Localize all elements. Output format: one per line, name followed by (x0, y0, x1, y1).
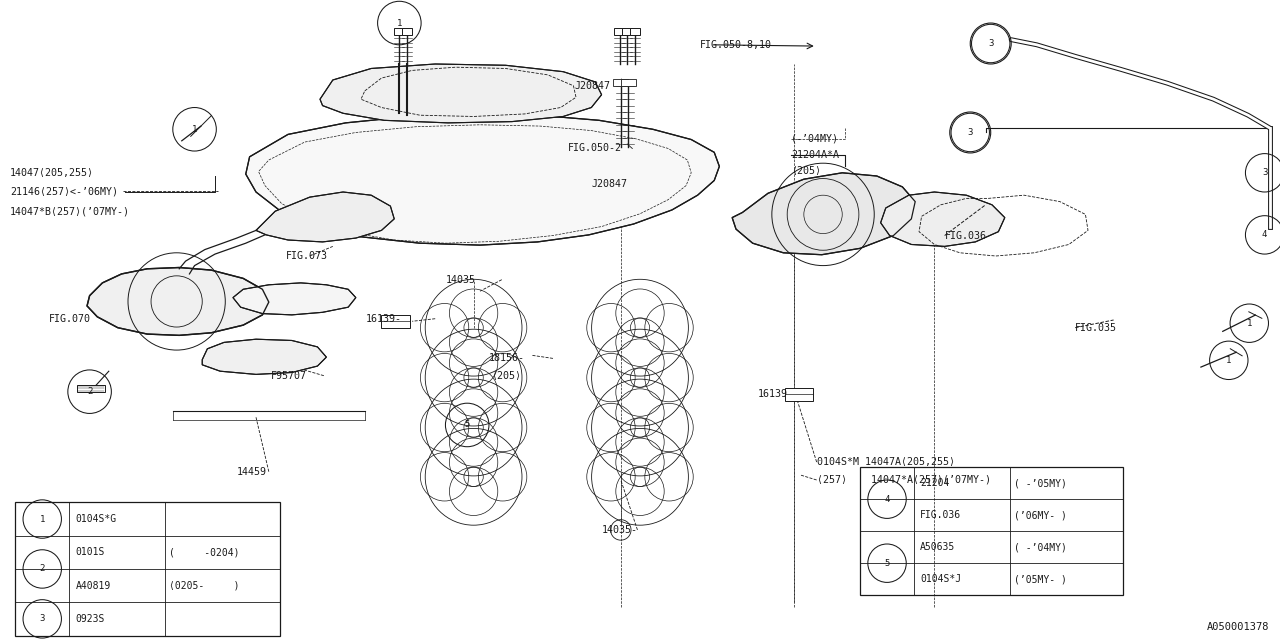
Bar (394, 28, 404, 35)
Bar (630, 28, 640, 35)
Text: 14047*B⟨257⟩(’07MY-): 14047*B⟨257⟩(’07MY-) (10, 206, 131, 216)
Text: 3: 3 (988, 39, 993, 48)
Text: 5: 5 (465, 420, 470, 429)
Polygon shape (202, 339, 326, 374)
Text: FIG.036: FIG.036 (920, 510, 961, 520)
Text: ⟨0205-     ): ⟨0205- ) (169, 580, 239, 591)
Text: A40819: A40819 (76, 580, 111, 591)
Text: 4: 4 (884, 495, 890, 504)
Bar (614, 28, 625, 35)
Bar (77, 385, 105, 392)
Text: (’06MY- ): (’06MY- ) (1014, 510, 1066, 520)
Text: J20847: J20847 (591, 179, 627, 189)
Bar (381, 315, 410, 328)
Text: 2: 2 (40, 564, 45, 573)
Text: 16139: 16139 (758, 388, 787, 399)
Text: 3: 3 (968, 128, 973, 137)
Text: 14459: 14459 (237, 467, 266, 477)
Polygon shape (732, 173, 915, 255)
Bar (860, 467, 1123, 595)
Text: 0101S: 0101S (76, 547, 105, 557)
Polygon shape (246, 114, 719, 245)
Text: 1: 1 (1226, 356, 1231, 365)
Text: 14035: 14035 (445, 275, 475, 285)
Text: F95707: F95707 (271, 371, 307, 381)
Text: ⟨205⟩: ⟨205⟩ (492, 371, 521, 381)
Text: FIG.036: FIG.036 (945, 230, 987, 241)
Text: 21204A*A-: 21204A*A- (791, 150, 845, 160)
Text: 14047⟨205,255⟩: 14047⟨205,255⟩ (10, 168, 95, 178)
Polygon shape (233, 283, 356, 315)
Text: 2: 2 (87, 387, 92, 396)
Text: 0104S*G: 0104S*G (76, 514, 116, 524)
Polygon shape (256, 192, 394, 242)
Text: 18156-: 18156- (489, 353, 525, 364)
Text: J20847: J20847 (575, 81, 611, 92)
Text: 1: 1 (397, 19, 402, 28)
Polygon shape (320, 64, 602, 123)
Text: 5: 5 (884, 559, 890, 568)
Text: 3: 3 (40, 614, 45, 623)
Text: FIG.070: FIG.070 (49, 314, 91, 324)
Text: A050001378: A050001378 (1207, 622, 1270, 632)
Text: ⟨205⟩: ⟨205⟩ (791, 166, 820, 176)
Text: 0104S*M 14047A⟨205,255⟩: 0104S*M 14047A⟨205,255⟩ (817, 457, 955, 467)
Polygon shape (87, 268, 269, 335)
Text: A50635: A50635 (920, 542, 956, 552)
Text: FIG.050-8,10: FIG.050-8,10 (700, 40, 772, 50)
Bar (622, 28, 632, 35)
Text: (     -0204): ( -0204) (169, 547, 239, 557)
Text: FIG.050-2: FIG.050-2 (568, 143, 622, 154)
Text: 1: 1 (192, 125, 197, 134)
Text: (-’04MY): (-’04MY) (791, 134, 840, 144)
Text: 21146⟨257⟩<-’06MY): 21146⟨257⟩<-’06MY) (10, 187, 118, 197)
Text: ⟨257⟩    14047*A⟨257⟩(’07MY-): ⟨257⟩ 14047*A⟨257⟩(’07MY-) (817, 475, 991, 485)
Text: 4: 4 (1262, 230, 1267, 239)
Text: 21204: 21204 (920, 478, 950, 488)
Bar (621, 79, 636, 86)
Text: 16139-: 16139- (366, 314, 402, 324)
Text: FIG.035: FIG.035 (1075, 323, 1117, 333)
Bar (785, 388, 813, 401)
Text: (’05MY- ): (’05MY- ) (1014, 574, 1066, 584)
Text: FIG.073: FIG.073 (285, 251, 328, 261)
Text: 1: 1 (1247, 319, 1252, 328)
Text: 3: 3 (1262, 168, 1267, 177)
Bar (402, 28, 412, 35)
Text: ( -’05MY): ( -’05MY) (1014, 478, 1066, 488)
Text: 0104S*J: 0104S*J (920, 574, 961, 584)
Text: 14035-: 14035- (602, 525, 637, 535)
Bar (613, 79, 628, 86)
Polygon shape (881, 192, 1005, 246)
Text: 0923S: 0923S (76, 614, 105, 624)
Text: ( -’04MY): ( -’04MY) (1014, 542, 1066, 552)
Text: 1: 1 (40, 515, 45, 524)
Bar (15, 502, 280, 636)
